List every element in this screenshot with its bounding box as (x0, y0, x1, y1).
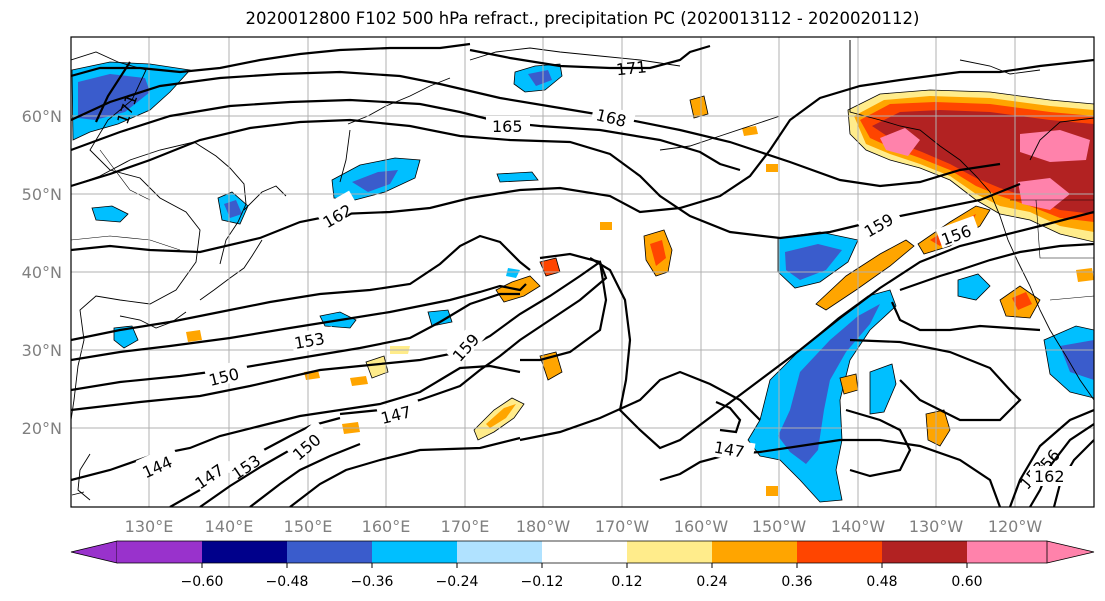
lon-label: 150°E (284, 517, 333, 536)
colorbar-segment (372, 541, 457, 563)
colorbar-segment (627, 541, 712, 563)
colorbar-tick-label: −0.12 (521, 574, 564, 590)
colorbar-segment (542, 541, 627, 563)
contour-label: 165 (492, 117, 523, 136)
lon-label: 170°E (441, 517, 490, 536)
coastlines (71, 40, 1094, 501)
lon-label: 160°E (362, 517, 411, 536)
colorbar-arrow-left (70, 540, 118, 564)
longitude-labels: 130°E 140°E 150°E 160°E 170°E 180°W 170°… (125, 517, 1043, 536)
map-plot-area: 165 168 171 171 162 159 156 153 150 159 … (71, 37, 1094, 507)
lon-label: 160°W (674, 517, 729, 536)
lon-label: 120°W (988, 517, 1043, 536)
colorbar-tick-label: −0.48 (266, 574, 309, 590)
graticule (71, 37, 1094, 507)
refractivity-contours (71, 42, 1094, 507)
colorbar-tick-label: 0.36 (781, 574, 812, 590)
colorbar-segment (967, 541, 1047, 563)
map-frame (70, 36, 1095, 508)
colorbar-tick-label: 0.12 (611, 574, 642, 590)
political-borders (71, 40, 1094, 301)
map-title: 2020012800 F102 500 hPa refract., precip… (245, 9, 920, 28)
colorbar-segment (287, 541, 372, 563)
colorbar-segment (117, 541, 202, 563)
latitude-labels: 60°N 50°N 40°N 30°N 20°N (22, 107, 62, 438)
lon-label: 140°W (831, 517, 886, 536)
colorbar-segment (882, 541, 967, 563)
colorbar-segment (797, 541, 882, 563)
colorbar-tick-label: 0.24 (696, 574, 727, 590)
colorbar-tick-label: −0.36 (351, 574, 394, 590)
lon-label: 140°E (205, 517, 254, 536)
colorbar-segment (457, 541, 542, 563)
contour-label: 162 (1034, 467, 1065, 486)
lat-label: 20°N (22, 419, 62, 438)
colorbar-segment (712, 541, 797, 563)
colorbar-segment (202, 541, 287, 563)
lon-label: 150°W (752, 517, 807, 536)
colorbar-arrow-right (1046, 540, 1095, 564)
lon-label: 170°W (595, 517, 650, 536)
lat-label: 50°N (22, 185, 62, 204)
lon-label: 180°W (516, 517, 571, 536)
lon-label: 130°W (909, 517, 964, 536)
colorbar-tick-label: 0.60 (951, 574, 982, 590)
lat-label: 60°N (22, 107, 62, 126)
colorbar-tick-label: −0.24 (436, 574, 479, 590)
lon-label: 130°E (125, 517, 174, 536)
colorbar-tick-label: −0.60 (181, 574, 224, 590)
lat-label: 30°N (22, 341, 62, 360)
colorbar-tick-label: 0.48 (866, 574, 897, 590)
contour-label: 171 (615, 57, 647, 79)
lat-label: 40°N (22, 263, 62, 282)
colorbar: −0.60 −0.48 −0.36 −0.24 −0.12 0.12 0.24 … (70, 540, 1095, 590)
